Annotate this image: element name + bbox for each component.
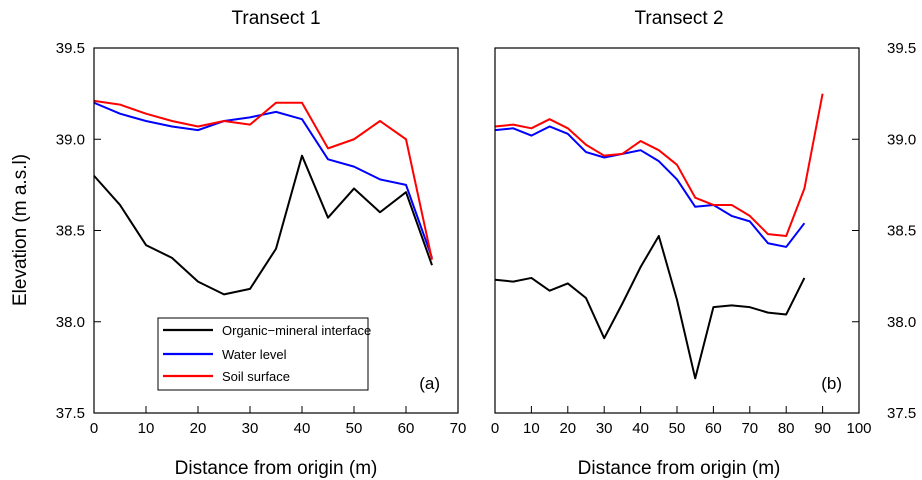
series-line-soil-surface-transect-1	[93, 99, 433, 260]
y-axis-title: Elevation (m a.s.l)	[10, 154, 31, 306]
x-tick-label: 100	[846, 420, 871, 437]
x-tick-label: 20	[559, 420, 576, 437]
x-tick-label: 10	[523, 420, 540, 437]
panel-label-a: (a)	[419, 374, 440, 393]
plot-frame-transect-2	[494, 47, 860, 414]
legend-label-soil-surface: Soil surface	[222, 369, 290, 384]
x-axis-title-transect-2: Distance from origin (m)	[578, 458, 781, 479]
panel-title-transect-1: Transect 1	[231, 8, 320, 29]
panel-label-b: (b)	[821, 374, 842, 393]
y-tick-label: 38.0	[56, 314, 85, 331]
x-tick-label: 40	[294, 420, 311, 437]
x-tick-label: 70	[450, 420, 467, 437]
x-tick-label: 50	[669, 420, 686, 437]
x-tick-label: 30	[242, 420, 259, 437]
series-line-organic-mineral-interface-transect-1	[93, 154, 433, 296]
legend: Organic−mineral interface Water level So…	[157, 317, 371, 391]
x-tick-label: 30	[596, 420, 613, 437]
y-tick-label: 39.5	[887, 40, 916, 57]
panel-title-transect-2: Transect 2	[634, 8, 723, 29]
axes-transect-2: 0 10 20 30 40 50 60 70 80 90 100 37.5 38.0 38.5 39.0 39…	[491, 40, 916, 437]
y-tick-label: 38.5	[56, 223, 85, 240]
plot-frame-transect-1	[93, 47, 459, 414]
x-tick-label: 40	[632, 420, 649, 437]
x-axis-title-transect-1: Distance from origin (m)	[175, 458, 378, 479]
series-layer-transect-1	[93, 99, 433, 296]
series-line-water-level-transect-2	[494, 125, 806, 248]
y-tick-label: 39.0	[56, 131, 85, 148]
series-line-soil-surface-transect-2	[494, 93, 824, 237]
x-tick-label: 90	[814, 420, 831, 437]
x-tick-label: 0	[491, 420, 499, 437]
series-layer-transect-2	[494, 93, 824, 380]
x-tick-label: 60	[705, 420, 722, 437]
axes-transect-1: 0 10 20 30 40 50 60 70 37.5 38.0 38.5 39.0 39.5	[56, 40, 467, 437]
x-tick-label: 80	[778, 420, 795, 437]
panel-transect-1: Transect 1 Distance from origin (m) Elev…	[10, 8, 466, 479]
y-tick-label: 37.5	[887, 405, 916, 422]
panel-transect-2: Transect 2 Distance from origin (m) 0 10 2…	[491, 8, 916, 479]
series-line-water-level-transect-1	[93, 101, 433, 259]
y-tick-label: 38.5	[887, 223, 916, 240]
y-tick-label: 39.0	[887, 131, 916, 148]
x-tick-label: 0	[90, 420, 98, 437]
x-tick-label: 50	[346, 420, 363, 437]
y-tick-label: 37.5	[56, 405, 85, 422]
y-tick-label: 39.5	[56, 40, 85, 57]
legend-label-water-level: Water level	[222, 347, 287, 362]
legend-label-organic-mineral-interface: Organic−mineral interface	[222, 323, 371, 338]
x-tick-label: 10	[138, 420, 155, 437]
series-line-organic-mineral-interface-transect-2	[494, 234, 806, 380]
x-tick-label: 60	[398, 420, 415, 437]
y-tick-label: 38.0	[887, 314, 916, 331]
x-tick-label: 70	[741, 420, 758, 437]
x-tick-label: 20	[190, 420, 207, 437]
